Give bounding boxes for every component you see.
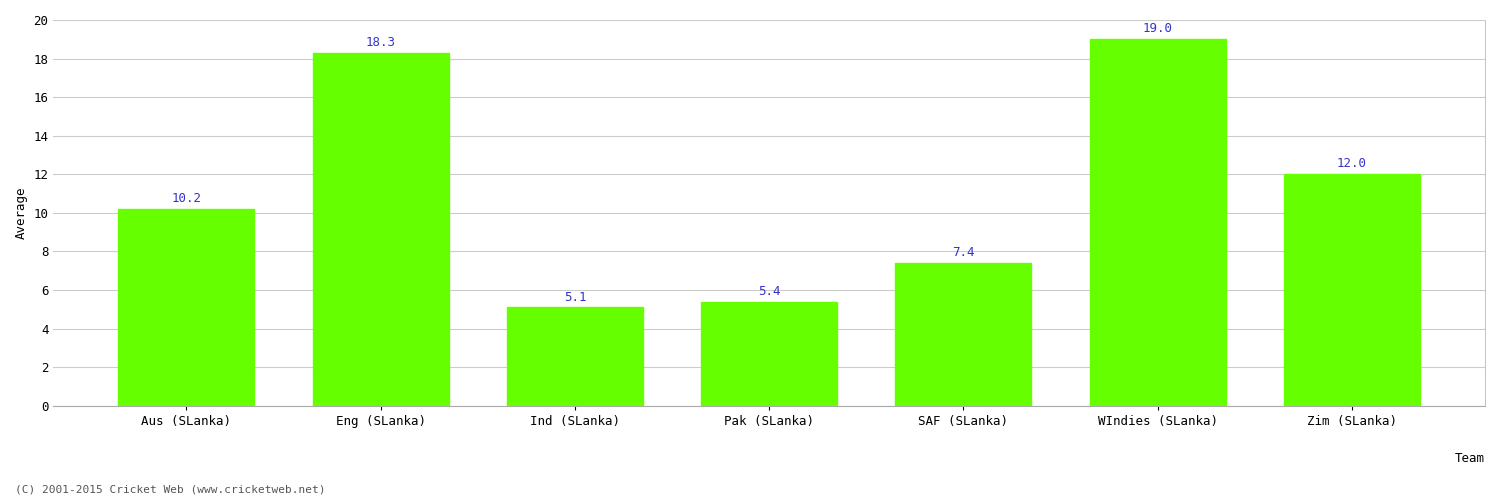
Text: 12.0: 12.0 [1336, 158, 1366, 170]
Bar [312, 53, 448, 406]
Text: 5.4: 5.4 [758, 285, 780, 298]
Y-axis label: Average: Average [15, 186, 28, 239]
Bar [1284, 174, 1420, 406]
Bar [896, 263, 1032, 406]
Text: (C) 2001-2015 Cricket Web (www.cricketweb.net): (C) 2001-2015 Cricket Web (www.cricketwe… [15, 485, 326, 495]
Bar [700, 302, 837, 406]
Text: 7.4: 7.4 [952, 246, 975, 259]
Bar [1089, 40, 1226, 406]
Bar [507, 308, 644, 406]
Bar [118, 209, 255, 406]
Text: 18.3: 18.3 [366, 36, 396, 49]
Text: 5.1: 5.1 [564, 290, 586, 304]
Text: 10.2: 10.2 [171, 192, 201, 205]
Text: 19.0: 19.0 [1143, 22, 1173, 36]
Text: Team: Team [1455, 452, 1485, 465]
